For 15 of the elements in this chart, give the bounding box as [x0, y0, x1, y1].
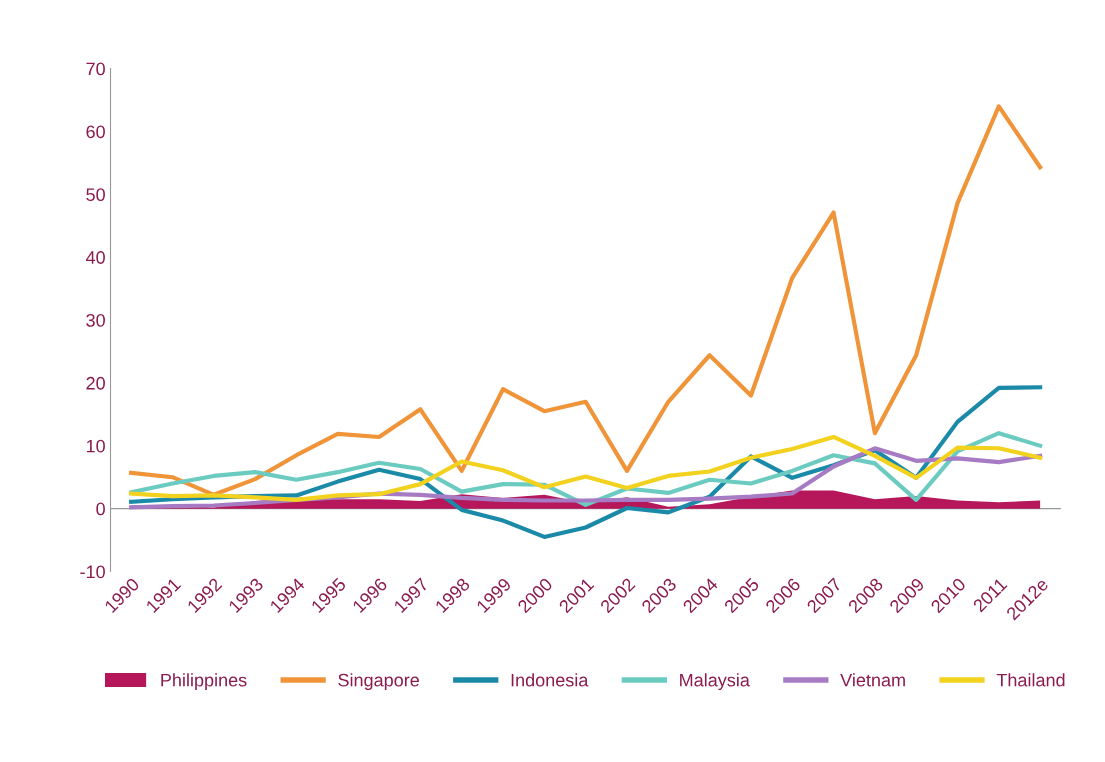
- legend-label: Indonesia: [511, 673, 589, 687]
- y-tick-label: -10: [80, 565, 105, 579]
- legend-label: Philippines: [161, 673, 247, 691]
- legend-label: Singapore: [338, 673, 419, 691]
- y-tick-label: 40: [85, 251, 105, 264]
- y-tick-label: 20: [86, 376, 105, 390]
- y-tick-label: 70: [86, 62, 105, 76]
- legend-label: Malaysia: [680, 673, 750, 691]
- legend-label: Thailand: [996, 673, 1065, 687]
- y-tick-label: 50: [86, 188, 105, 202]
- y-tick-label: 60: [86, 125, 105, 139]
- y-tick-label: 0: [96, 502, 105, 516]
- y-tick-label: 30: [86, 313, 105, 327]
- y-tick-label: 10: [86, 439, 105, 453]
- legend-label: Vietnam: [840, 673, 905, 687]
